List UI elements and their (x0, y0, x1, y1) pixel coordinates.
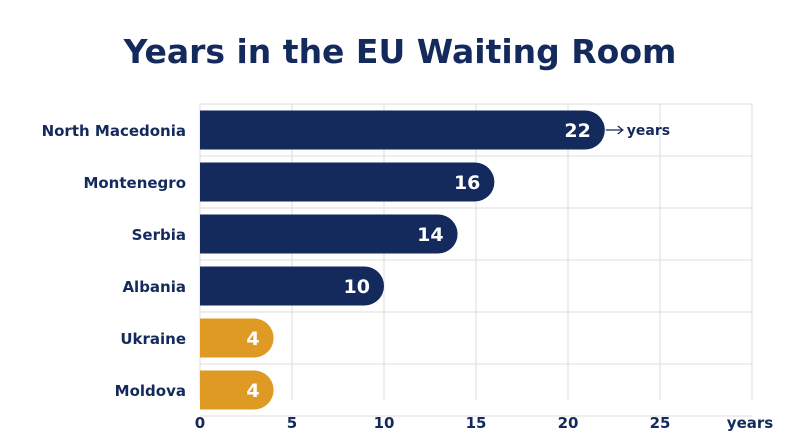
category-label: North Macedonia (42, 122, 186, 140)
category-label: Moldova (115, 382, 186, 400)
annotation-arrowhead-icon (617, 125, 624, 135)
bar-value-label: 14 (417, 224, 443, 246)
bar-north-macedonia (200, 110, 605, 150)
category-label: Serbia (132, 226, 186, 244)
bar-value-label: 22 (564, 120, 590, 142)
bar-value-label: 10 (344, 276, 370, 298)
x-tick-label: 10 (374, 414, 395, 432)
bar-montenegro (200, 162, 495, 202)
bar-serbia (200, 214, 458, 254)
x-tick-label: 0 (195, 414, 205, 432)
x-tick-label: 25 (650, 414, 671, 432)
bar-value-label: 4 (246, 328, 259, 350)
category-label: Montenegro (83, 174, 186, 192)
bar-value-label: 4 (246, 380, 259, 402)
bars: 22 years 16 14 10 4 4 (200, 110, 670, 410)
category-label: Albania (122, 278, 186, 296)
x-axis-label: years (727, 414, 773, 432)
x-tick-label: 20 (558, 414, 579, 432)
bar-albania (200, 266, 384, 306)
chart-title: Years in the EU Waiting Room (123, 32, 677, 71)
annotation-label: years (627, 123, 670, 139)
bar-moldova (200, 370, 274, 410)
x-axis: 0 5 10 15 20 25 years (195, 414, 773, 432)
bar-value-label: 16 (454, 172, 480, 194)
x-tick-label: 15 (466, 414, 487, 432)
grid (199, 103, 753, 417)
bar-ukraine (200, 318, 274, 358)
category-label: Ukraine (120, 330, 186, 348)
category-labels: North Macedonia Montenegro Serbia Albania Uk… (42, 122, 186, 400)
x-tick-label: 5 (287, 414, 297, 432)
